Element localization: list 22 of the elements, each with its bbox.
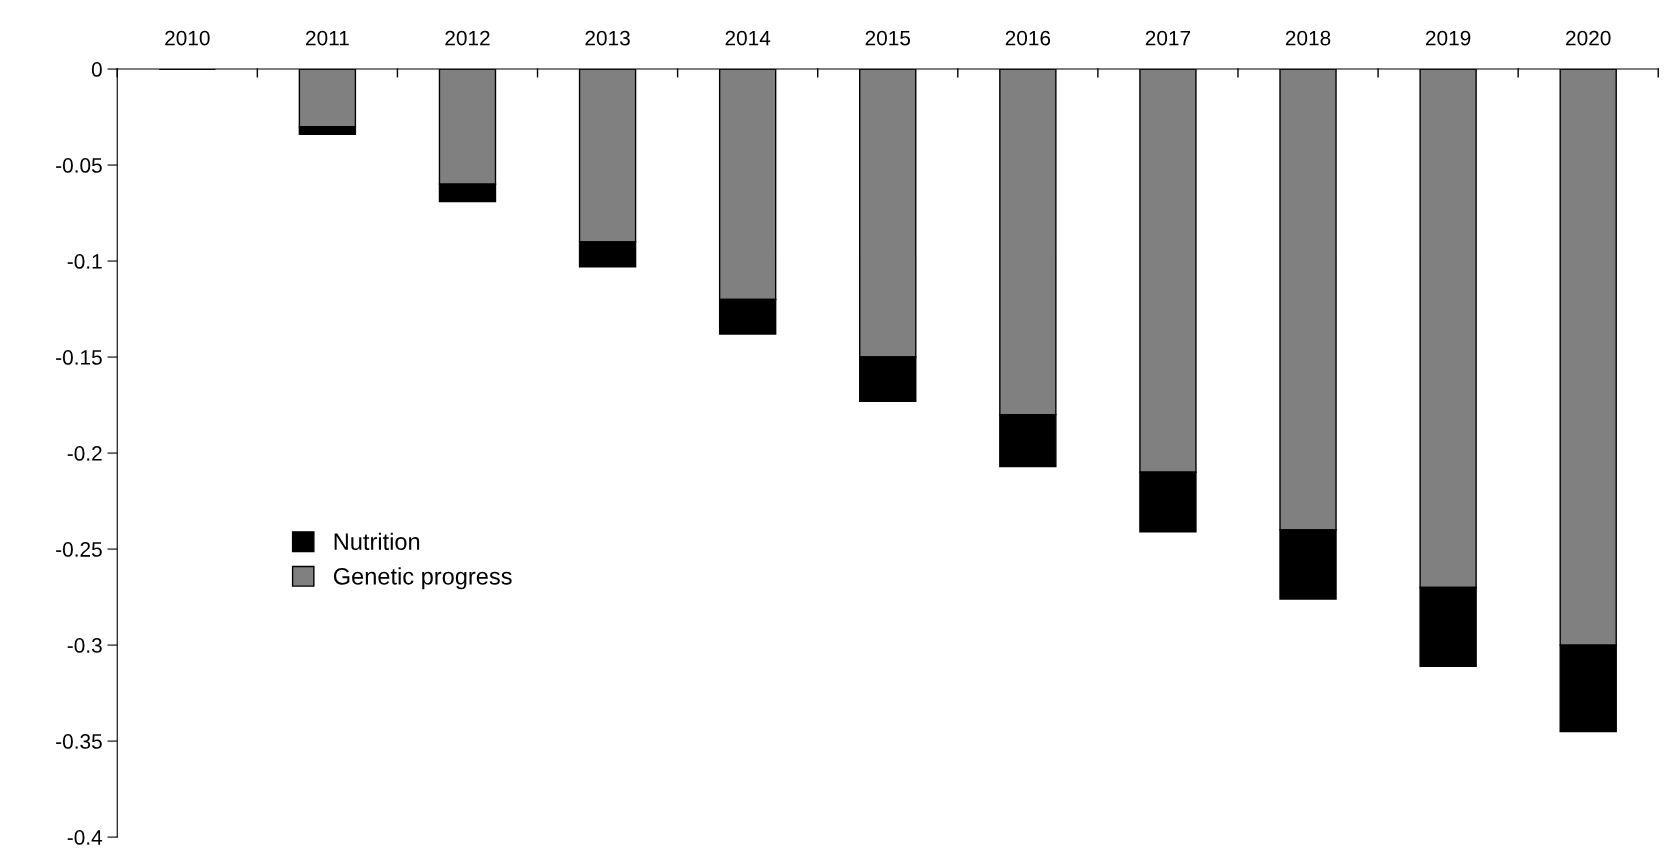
legend-label: Nutrition (334, 532, 420, 551)
x-tick-label: 2014 (725, 30, 771, 46)
y-tick-label: -0.25 (56, 542, 102, 557)
x-tick-label: 2011 (306, 30, 349, 46)
y-tick-label: -0.15 (56, 350, 102, 365)
x-tick-label: 2015 (865, 30, 911, 46)
y-tick-label: -0.05 (56, 158, 102, 173)
x-tick-label: 2013 (585, 30, 630, 46)
x-tick-label: 2017 (1145, 30, 1191, 46)
x-tick-label: 2016 (1005, 30, 1051, 46)
y-tick-label: -0.1 (67, 254, 102, 269)
y-tick-label: 0 (91, 62, 102, 77)
legend-label: Genetic progress (333, 567, 512, 590)
x-tick-label: 2020 (1566, 30, 1611, 46)
x-tick-label: 2012 (445, 30, 490, 46)
y-tick-label: -0.3 (67, 638, 102, 653)
y-tick-label: -0.35 (56, 734, 102, 749)
x-tick-label: 2010 (165, 30, 210, 46)
y-tick-label: -0.2 (67, 446, 102, 461)
x-tick-label: 2018 (1285, 30, 1331, 46)
x-tick-label: 2019 (1425, 30, 1471, 46)
y-tick-label: -0.4 (67, 830, 103, 845)
